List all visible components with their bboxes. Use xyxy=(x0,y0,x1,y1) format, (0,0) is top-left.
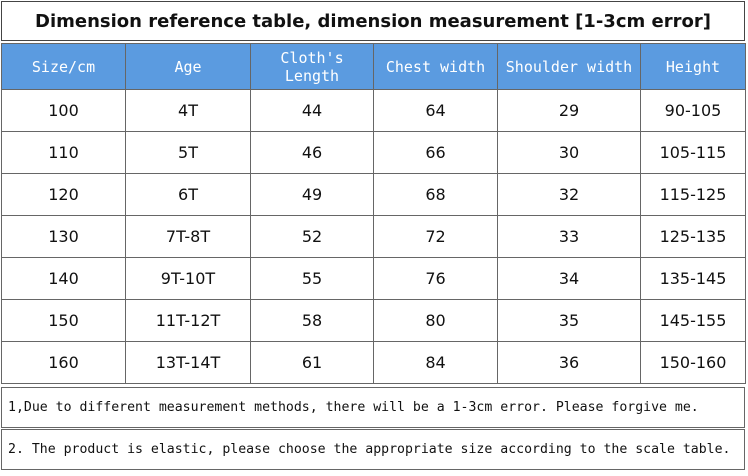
table-cell: 105-115 xyxy=(640,131,746,174)
table-cell: 11T-12T xyxy=(125,299,251,342)
table-cell: 61 xyxy=(250,341,374,384)
table-cell: 7T-8T xyxy=(125,215,251,258)
table-row: 120 6T 49 68 32 115-125 xyxy=(1,173,746,216)
table-row: 130 7T-8T 52 72 33 125-135 xyxy=(1,215,746,258)
table-cell: 36 xyxy=(497,341,641,384)
table-cell: 55 xyxy=(250,257,374,300)
table-cell: 44 xyxy=(250,89,374,132)
table-cell: 34 xyxy=(497,257,641,300)
table-cell: 4T xyxy=(125,89,251,132)
header-row: Size/cm Age Cloth's Length Chest width Shoul… xyxy=(1,43,746,90)
table-cell: 46 xyxy=(250,131,374,174)
header-cell: Height xyxy=(640,43,746,90)
note: 2. The product is elastic, please choose… xyxy=(1,429,745,470)
table-cell: 30 xyxy=(497,131,641,174)
table-cell: 115-125 xyxy=(640,173,746,216)
title: Dimension reference table, dimension mea… xyxy=(1,1,745,41)
header-cell: Shoulder width xyxy=(497,43,641,90)
table-cell: 49 xyxy=(250,173,374,216)
size-table: Size/cm Age Cloth's Length Chest width Shoul… xyxy=(1,43,746,384)
table-cell: 64 xyxy=(373,89,498,132)
table-cell: 110 xyxy=(1,131,126,174)
table-cell: 150 xyxy=(1,299,126,342)
table-row: 150 11T-12T 58 80 35 145-155 xyxy=(1,299,746,342)
table-cell: 52 xyxy=(250,215,374,258)
table-cell: 84 xyxy=(373,341,498,384)
table-cell: 68 xyxy=(373,173,498,216)
table-cell: 130 xyxy=(1,215,126,258)
table-row: 100 4T 44 64 29 90-105 xyxy=(1,89,746,132)
table-cell: 160 xyxy=(1,341,126,384)
table-cell: 13T-14T xyxy=(125,341,251,384)
table-cell: 29 xyxy=(497,89,641,132)
table-cell: 6T xyxy=(125,173,251,216)
table-cell: 58 xyxy=(250,299,374,342)
table-cell: 76 xyxy=(373,257,498,300)
header-cell: Cloth's Length xyxy=(250,43,374,90)
table-cell: 120 xyxy=(1,173,126,216)
header-cell: Age xyxy=(125,43,251,90)
header-cell: Chest width xyxy=(373,43,498,90)
table-cell: 66 xyxy=(373,131,498,174)
table-row: 110 5T 46 66 30 105-115 xyxy=(1,131,746,174)
table-cell: 125-135 xyxy=(640,215,746,258)
table-cell: 72 xyxy=(373,215,498,258)
table-cell: 35 xyxy=(497,299,641,342)
table-row: 140 9T-10T 55 76 34 135-145 xyxy=(1,257,746,300)
table-cell: 80 xyxy=(373,299,498,342)
header-cell: Size/cm xyxy=(1,43,126,90)
table-cell: 9T-10T xyxy=(125,257,251,300)
table-cell: 5T xyxy=(125,131,251,174)
table-cell: 32 xyxy=(497,173,641,216)
table-cell: 145-155 xyxy=(640,299,746,342)
table-cell: 135-145 xyxy=(640,257,746,300)
note: 1,Due to different measurement methods, … xyxy=(1,387,745,428)
table-cell: 100 xyxy=(1,89,126,132)
table-row: 160 13T-14T 61 84 36 150-160 xyxy=(1,341,746,384)
table-cell: 33 xyxy=(497,215,641,258)
table-cell: 140 xyxy=(1,257,126,300)
table-cell: 150-160 xyxy=(640,341,746,384)
table-cell: 90-105 xyxy=(640,89,746,132)
